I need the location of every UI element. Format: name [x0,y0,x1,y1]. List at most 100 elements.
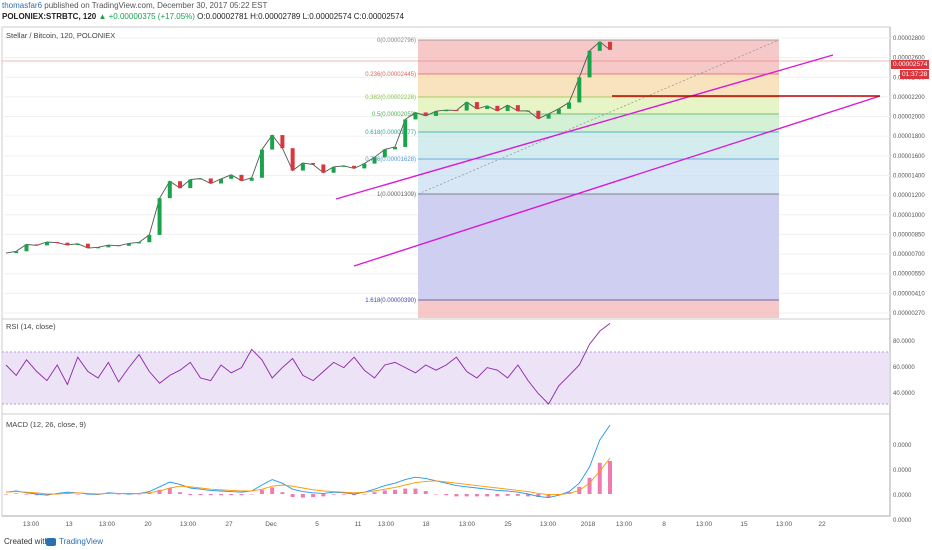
macd-histogram-bar [403,488,408,494]
macd-histogram-bar [485,494,490,497]
macd-tick-label: 0.0000 [893,443,912,449]
time-tick-label: 18 [422,521,430,528]
candle [485,105,490,109]
time-tick-label: 5 [315,521,319,528]
fib-level-label: 0.382(0.00002228) [365,95,416,101]
macd-histogram-bar [321,494,326,497]
candle [341,165,346,167]
fib-level-label: 1(0.00001309) [377,192,416,198]
time-tick-label: 13 [65,521,73,528]
symbol-label: POLONIEX:STRBTC, 120 [2,12,97,21]
macd-histogram-bar [495,494,500,497]
macd-histogram-bar [188,494,193,496]
price-tick-label: 0.00001200 [893,193,925,199]
time-tick-label: 13:00 [378,521,395,528]
macd-histogram-bar [116,494,121,495]
macd-histogram-bar [372,492,377,494]
fib-zone [418,132,779,159]
macd-histogram-bar [382,490,387,494]
macd-pane-label: MACD (12, 26, close, 9) [6,420,87,429]
candle [167,181,172,199]
macd-histogram-bar [24,494,29,495]
time-tick-label: 13:00 [99,521,116,528]
signal-line [5,457,611,496]
macd-histogram-bar [34,494,39,496]
candle [270,135,275,150]
macd-histogram-bar [608,461,612,494]
macd-histogram-bar [393,489,398,494]
macd-histogram-bar [198,494,203,496]
macd-histogram-bar [413,488,418,494]
fib-level-label: 0(0.00002796) [377,38,416,44]
macd-histogram-bar [587,477,592,494]
candle [495,105,500,111]
candle [300,163,305,171]
candle [290,148,295,171]
author-link[interactable]: thomasfar6 [2,1,43,10]
candle [106,245,111,248]
candle [331,166,336,173]
time-tick-label: 13:00 [696,521,713,528]
candle [65,242,70,246]
candle [157,198,162,235]
candle [311,163,316,165]
macd-histogram-bar [239,494,244,496]
footer: Created with TradingView [0,536,932,550]
candle [546,113,551,119]
candle [454,110,459,112]
macd-histogram-bar [208,494,213,496]
price-tick-label: 0.00001800 [893,134,925,140]
fib-zone [418,74,779,97]
candle [75,243,80,246]
fib-zone [418,300,779,318]
rsi-tick-label: 40.0000 [893,391,915,397]
macd-tick-label: 0.0000 [893,468,912,474]
macd-histogram-bar [14,493,19,494]
price-tick-label: 0.00001400 [893,174,925,180]
rsi-line [5,323,611,405]
channel-lower-line [353,95,881,267]
time-tick-label: 2018 [581,521,596,528]
time-tick-label: 8 [662,521,666,528]
candle [464,102,469,111]
macd-histogram-bar [137,494,142,495]
publish-text: published on TradingView.com, December 3… [44,1,268,10]
candle [608,41,612,50]
candle [249,177,254,181]
candle [239,174,244,181]
created-with-text: Created with [4,537,49,546]
macd-histogram-bar [423,491,428,494]
symbol-info: POLONIEX:STRBTC, 120 ▲ +0.00000375 (+17.… [2,12,404,21]
time-tick-label: 13:00 [540,521,557,528]
candle [444,110,449,112]
macd-histogram-bar [147,492,152,494]
rsi-band [2,352,890,404]
candle [567,102,572,109]
time-tick-label: 13:00 [23,521,40,528]
candle [556,108,561,114]
macd-histogram-bar [515,494,520,496]
publish-info: thomasfar6 published on TradingView.com,… [2,1,267,10]
price-tick-label: 0.00000270 [893,311,925,317]
time-tick-label: 20 [144,521,152,528]
candle [55,242,60,244]
macd-histogram-bar [536,494,541,497]
price-tick-label: 0.00001000 [893,213,925,219]
macd-histogram-bar [167,488,172,494]
fib-level-label: 0.618(0.00001877) [365,130,416,136]
candle [597,41,602,51]
candle [352,165,357,169]
fib-level-label: 1.618(0.00000390) [365,298,416,304]
price-change: ▲ +0.00000375 (+17.05%) [98,12,195,21]
candle [188,179,193,189]
tradingview-brand[interactable]: TradingView [59,537,104,546]
last-price-badge: 0.00002574 [891,60,930,69]
macd-histogram-bar [433,494,438,495]
fib-zone [418,194,779,300]
candle [280,135,285,149]
price-tick-label: 0.00000700 [893,252,925,258]
candle [403,119,408,147]
macd-histogram-bar [218,494,223,496]
time-tick-label: 22 [818,521,826,528]
